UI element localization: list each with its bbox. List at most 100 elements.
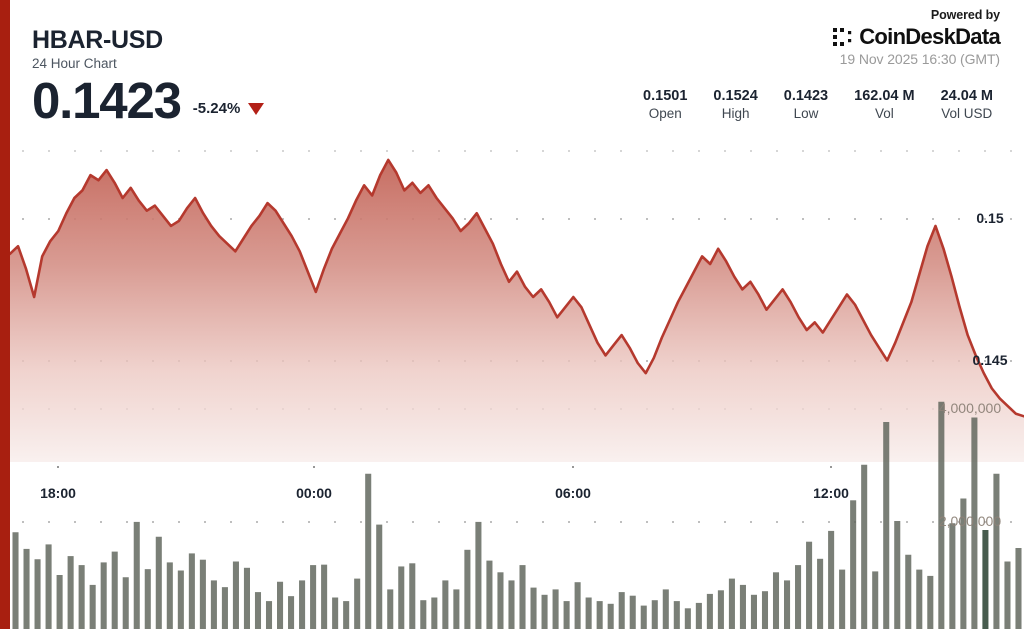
volume-bar <box>365 473 372 629</box>
volume-bar <box>563 601 570 629</box>
price-axis-label: 0.15 <box>976 210 1003 226</box>
volume-bar <box>409 563 416 629</box>
volume-bar <box>453 589 460 629</box>
volume-bar <box>387 589 394 629</box>
volume-bar <box>706 593 713 629</box>
volume-bar <box>265 601 273 629</box>
volume-bar <box>376 524 383 629</box>
volume-bar <box>949 523 956 629</box>
volume-bar <box>288 596 295 629</box>
volume-bar <box>861 464 868 629</box>
price-axis-label: 0.145 <box>972 352 1007 368</box>
volume-bar <box>894 521 901 629</box>
volume-bar <box>872 571 879 629</box>
volume-bar <box>221 587 228 629</box>
time-tick-dot <box>830 466 832 468</box>
volume-bar <box>254 592 262 629</box>
volume-bar <box>651 600 658 629</box>
volume-axis-label: 2,000,000 <box>939 513 1001 529</box>
volume-bar <box>23 548 30 629</box>
volume-bar <box>508 580 515 629</box>
volume-bar <box>56 575 63 629</box>
volume-bar <box>927 575 934 629</box>
time-axis-label: 00:00 <box>296 485 332 501</box>
volume-bar <box>761 591 769 629</box>
volume-bar <box>905 554 912 629</box>
time-tick-dot <box>313 466 315 468</box>
volume-bar <box>398 566 405 629</box>
volume-bar <box>993 473 1000 629</box>
volume-bar <box>133 521 140 629</box>
volume-bar <box>464 549 471 629</box>
volume-bar <box>12 532 19 629</box>
volume-bar <box>596 601 603 629</box>
volume-bar <box>519 565 526 629</box>
volume-bar <box>717 590 724 629</box>
volume-bar <box>684 608 691 629</box>
volume-bar <box>607 603 614 629</box>
volume-bar <box>277 581 284 629</box>
volume-bar <box>111 551 118 629</box>
volume-bar <box>243 567 250 629</box>
volume-bar <box>960 498 967 629</box>
volume-bar <box>166 562 173 629</box>
volume-bar <box>750 594 757 629</box>
volume-bar <box>695 602 702 629</box>
volume-bar <box>100 562 107 629</box>
volume-bar <box>784 580 791 629</box>
volume-bar <box>1015 548 1022 629</box>
volume-bar <box>420 600 427 629</box>
price-line <box>8 158 1024 418</box>
volume-bars <box>12 401 1022 629</box>
volume-bar <box>67 556 74 629</box>
volume-bar <box>144 569 151 629</box>
time-tick-dot <box>57 466 59 468</box>
time-axis-label: 06:00 <box>555 485 591 501</box>
volume-bar <box>78 565 85 629</box>
volume-bar <box>155 536 162 629</box>
volume-bar <box>883 422 890 629</box>
volume-bar <box>89 584 96 629</box>
volume-bar <box>828 530 835 629</box>
price-area-fill <box>10 159 1024 463</box>
volume-bar <box>45 544 52 629</box>
time-axis-labels: 18:00 00:00 06:00 12:00 <box>40 466 849 501</box>
volume-bar <box>232 561 239 629</box>
volume-bar <box>210 580 217 629</box>
volume-axis-label: 4,000,000 <box>939 400 1001 416</box>
price-axis-labels: 0.15 0.145 <box>972 210 1007 368</box>
volume-bar <box>497 572 504 629</box>
volume-bar <box>806 541 813 629</box>
volume-bar <box>739 584 746 629</box>
volume-bar <box>442 580 449 629</box>
volume-bar <box>321 564 328 629</box>
volume-bar <box>817 558 824 629</box>
volume-bar <box>971 417 978 629</box>
time-axis-label: 12:00 <box>813 485 849 501</box>
volume-bar <box>850 500 857 629</box>
time-tick-dot <box>572 466 574 468</box>
volume-bar <box>122 577 129 629</box>
volume-bar <box>585 597 592 629</box>
volume-bar <box>530 587 537 629</box>
volume-bar <box>916 569 923 629</box>
volume-axis-labels: 4,000,000 2,000,000 <box>939 400 1001 529</box>
volume-bar <box>728 578 735 629</box>
volume-bar <box>574 582 581 629</box>
volume-bar <box>332 597 339 629</box>
volume-bar <box>982 530 989 629</box>
volume-bar <box>640 605 647 629</box>
volume-bar <box>199 559 206 629</box>
volume-bar <box>938 401 945 629</box>
volume-bar <box>662 589 669 629</box>
volume-bar <box>343 601 350 629</box>
volume-bar <box>839 569 846 629</box>
volume-bar <box>541 594 548 629</box>
volume-bar <box>34 559 41 629</box>
volume-bar <box>486 560 493 629</box>
volume-bar <box>188 553 195 629</box>
volume-bar <box>431 597 438 629</box>
volume-bar <box>299 580 306 629</box>
